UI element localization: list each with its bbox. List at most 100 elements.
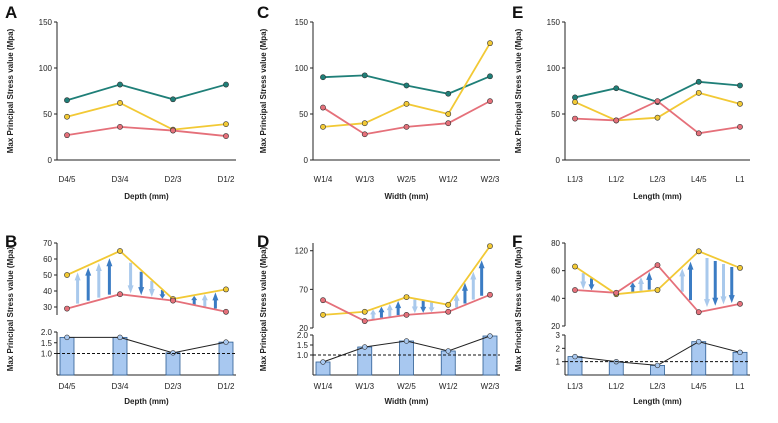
panel-B-arrow — [159, 289, 166, 299]
panel-B-ratio-bar-D1/2 — [218, 341, 234, 376]
panel-B-arrow — [74, 272, 81, 304]
panel-F-ratio-point-L2/3 — [654, 362, 661, 369]
panel-A-ytick-label: 0 — [48, 156, 53, 165]
panel-A-ytick-label: 50 — [43, 110, 52, 119]
panel-F-series-pink-point-L1/2 — [613, 289, 620, 296]
panel-C-series-teal-point-W2/5 — [403, 82, 410, 89]
panel-E-ytick-label: 50 — [551, 110, 560, 119]
panel-D-xtick-W1/3: W1/3 — [355, 382, 374, 391]
panel-E: E 0 50 100 150 L1/3 L1/2 L2/3 L4/5 L1 Length (mm) M… — [512, 3, 750, 201]
panel-F-ytick-label: 40 — [551, 294, 560, 303]
panel-A-series-teal-point-D3/4 — [117, 81, 123, 88]
panel-A-series-pink-point-D4/5 — [64, 132, 70, 139]
panel-A-xtick-D4/5: D4/5 — [59, 175, 76, 184]
panel-B-ratio-point-D2/3 — [170, 350, 176, 356]
panel-D-xtick-W2/5: W2/5 — [397, 382, 416, 391]
panel-B-arrow — [127, 262, 134, 294]
panel-B-xtick-D3/4: D3/4 — [112, 382, 129, 391]
panel-D-series-yellow-point-W2/3 — [487, 243, 493, 249]
panel-F-arrow — [638, 277, 644, 291]
panel-B-arrow — [95, 262, 102, 298]
panel-A-series-teal-point-D2/3 — [170, 96, 176, 103]
panel-B-xtick-D2/3: D2/3 — [165, 382, 182, 391]
panel-D-xlabel: Width (mm) — [385, 397, 429, 406]
panel-A-xtick-D2/3: D2/3 — [165, 175, 182, 184]
panel-E-ytick-label: 100 — [547, 64, 561, 73]
panel-F-xtick-L1: L1 — [736, 382, 745, 391]
panel-D-series-pink-point-W1/2 — [445, 308, 452, 315]
panel-C-xtick-W2/5: W2/5 — [397, 175, 416, 184]
panel-C-series-yellow-point-W2/3 — [487, 40, 493, 47]
panel-E-xtick-L1/3: L1/3 — [567, 175, 583, 184]
panel-B-arrow — [191, 295, 198, 305]
panel-C-series-pink-point-W2/5 — [403, 123, 410, 130]
panel-F-series-pink-point-L1/3 — [572, 287, 578, 293]
panel-C-series-teal-point-W1/4 — [320, 74, 326, 81]
panel-B-ratio-bar-D2/3 — [165, 352, 181, 376]
panel-D-arrow — [420, 300, 427, 313]
panel-E-series-pink-point-L2/3 — [654, 98, 661, 105]
panel-D-ratio-point-W1/2 — [445, 348, 451, 354]
panel-A-xlabel: Depth (mm) — [124, 192, 169, 201]
panel-E-series-yellow-point-L4/5 — [695, 89, 702, 96]
panel-F-series-yellow-point-L4/5 — [695, 248, 702, 255]
panel-D-xtick-W1/4: W1/4 — [314, 382, 333, 391]
panel-E-xtick-L1: L1 — [736, 175, 745, 184]
panel-D-series-yellow-point-W1/3 — [361, 308, 368, 315]
panel-D-ratio-point-W2/3 — [487, 333, 493, 339]
panel-B-ytick-label: 70 — [43, 239, 52, 248]
panel-D-ratio-ytick-label: 1.0 — [297, 351, 309, 360]
panel-B-xtick-D4/5: D4/5 — [59, 382, 76, 391]
panel-A-xtick-D1/2: D1/2 — [218, 175, 235, 184]
panel-D-ratio-bar-W1/3 — [357, 346, 373, 376]
panel-F-arrow — [679, 268, 686, 292]
panel-E-ytick-label: 0 — [556, 156, 561, 165]
panel-E-series-teal-point-L1 — [737, 82, 743, 89]
panel-B-series-pink-line — [66, 293, 227, 313]
panel-A-series-pink-point-D2/3 — [170, 127, 176, 134]
panel-letter-E: E — [512, 3, 523, 22]
panel-A-series-pink-point-D3/4 — [117, 123, 123, 130]
panel-B-ratio-ytick-label: 1.5 — [41, 339, 53, 348]
panel-D-series-pink-point-W1/4 — [320, 297, 326, 304]
panel-D-arrow — [395, 300, 402, 316]
panel-B-ratio-bar-D3/4 — [112, 336, 128, 376]
panel-D-ratio-ytick-label: 2.0 — [297, 331, 309, 340]
panel-E-ytick-label: 150 — [547, 18, 561, 27]
panel-B-arrow — [106, 258, 113, 295]
panel-A-series-yellow-point-D1/2 — [223, 121, 229, 128]
panel-B-ytick-label: 30 — [43, 303, 52, 312]
panel-D-arrow — [411, 299, 418, 314]
panel-D-arrow — [453, 293, 460, 308]
panel-B-series-yellow-point-D3/4 — [117, 248, 123, 254]
panel-C-xtick-W2/3: W2/3 — [481, 175, 500, 184]
panel-F-ratio-bar-L4/5 — [691, 341, 707, 376]
panel-B-ylabel: Max Principal Stress value (Mpa) — [6, 246, 15, 371]
panel-F-ytick-label: 80 — [551, 239, 560, 248]
panel-F-ratio-ytick-label: 1 — [556, 358, 561, 367]
panel-D-ratio-point-W1/3 — [362, 344, 368, 350]
panel-letter-C: C — [257, 3, 269, 22]
panel-F-arrow — [712, 260, 719, 306]
panel-E-ylabel: Max Principal Stress value (Mpa) — [514, 28, 523, 153]
panel-E-series-yellow-point-L1/3 — [572, 99, 578, 105]
panel-F-series-yellow-point-L1/3 — [572, 263, 578, 270]
panel-B: B 30 40 50 60 70 1.0 1.5 2.0 D4/5 D3/4 D2/3 D1/2 Dept… — [5, 232, 236, 406]
panel-A-series-teal-line — [66, 83, 227, 102]
panel-F-arrow — [687, 261, 694, 301]
panel-letter-B: B — [5, 232, 17, 251]
panel-F-ratio-ytick-label: 3 — [556, 331, 561, 340]
panel-B-series-pink-point-D1/2 — [223, 308, 229, 315]
panel-F-series-pink-point-L2/3 — [654, 262, 661, 269]
panel-F-xtick-L4/5: L4/5 — [691, 382, 707, 391]
panel-F-xtick-L2/3: L2/3 — [650, 382, 666, 391]
panel-F-xlabel: Length (mm) — [633, 397, 682, 406]
panel-letter-F: F — [512, 232, 522, 251]
panel-F-ratio-point-L1 — [737, 349, 743, 356]
panel-B-ytick-label: 40 — [43, 287, 52, 296]
panel-C-series-yellow-point-W1/4 — [320, 123, 326, 130]
panel-A: A 0 50 100 150 D4/5 D3/4 D2/3 D1/2 Depth (mm) Max … — [5, 3, 236, 201]
panel-E-series-pink-point-L4/5 — [695, 130, 702, 137]
panel-D-ytick-label: 70 — [299, 285, 308, 294]
panel-E-series-teal-point-L1/2 — [613, 85, 620, 92]
